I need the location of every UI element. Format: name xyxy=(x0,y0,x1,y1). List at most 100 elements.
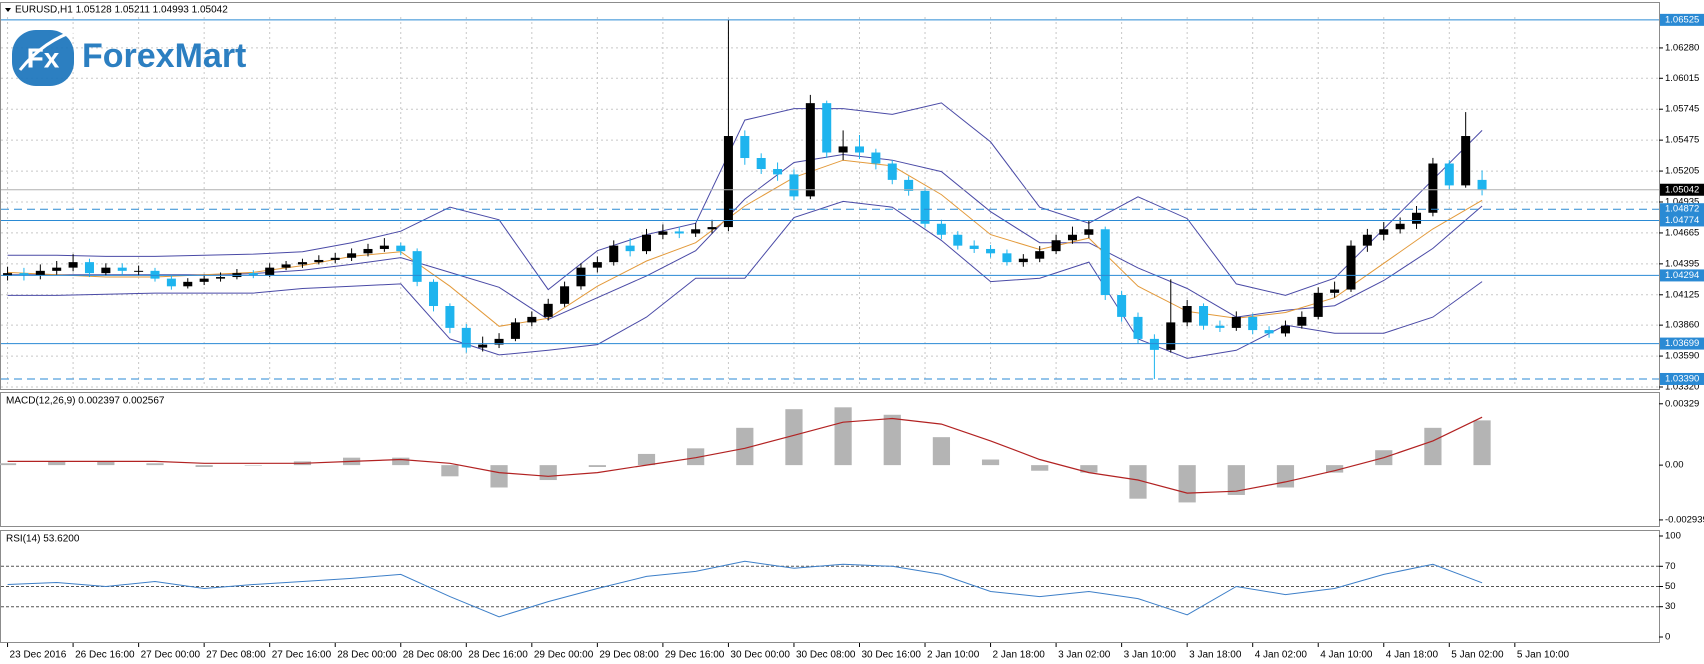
y-tick-label: 1.06280 xyxy=(1665,42,1699,53)
level-label: 1.03699 xyxy=(1665,338,1699,349)
candle-body xyxy=(1149,338,1159,350)
candle-body xyxy=(789,174,799,197)
histogram-bar xyxy=(244,465,262,466)
histogram-bar xyxy=(1424,427,1442,466)
macd-title: MACD(12,26,9) 0.002397 0.002567 xyxy=(6,396,165,407)
candle-body xyxy=(314,259,324,263)
candle-body xyxy=(1231,316,1241,328)
rsi-title: RSI(14) 53.6200 xyxy=(6,534,80,545)
candle-body xyxy=(1330,289,1340,293)
candle-body xyxy=(691,229,701,234)
y-tick-label: 1.05745 xyxy=(1665,104,1699,115)
candle-body xyxy=(412,251,422,282)
level-label-box xyxy=(1660,13,1704,26)
x-tick-label: 2 Jan 18:00 xyxy=(993,650,1046,661)
level-label-box xyxy=(1660,214,1704,227)
x-tick-label: 28 Dec 16:00 xyxy=(468,650,528,661)
y-tick-label: 1.04395 xyxy=(1665,258,1699,269)
candle-body xyxy=(904,179,914,191)
candle-body xyxy=(740,136,750,159)
y-tick-label: 1.04125 xyxy=(1665,289,1699,300)
candle-body xyxy=(1248,316,1258,331)
histogram-bar xyxy=(1227,465,1245,495)
candle-body xyxy=(150,270,160,279)
main-panel xyxy=(0,2,1660,390)
candle-body xyxy=(183,281,193,287)
candle-body xyxy=(1051,240,1061,252)
level-label: 1.04294 xyxy=(1665,270,1699,281)
overlay-line xyxy=(7,102,1483,296)
candle-body xyxy=(199,278,209,282)
y-tick-label: 1.03590 xyxy=(1665,351,1699,362)
candle-body xyxy=(216,277,226,279)
candle-body xyxy=(117,267,127,271)
y-tick-label: 0.00 xyxy=(1665,460,1684,471)
histogram-bar xyxy=(539,465,557,481)
last-price-label: 1.05042 xyxy=(1665,184,1699,195)
last-price-box xyxy=(1660,183,1704,196)
x-tick-label: 27 Dec 16:00 xyxy=(272,650,332,661)
candle-body xyxy=(1412,212,1422,224)
candle-body xyxy=(1362,234,1372,246)
x-tick-label: 30 Dec 08:00 xyxy=(796,650,856,661)
candle-body xyxy=(674,231,684,234)
candle-body xyxy=(461,327,471,348)
candle-body xyxy=(1084,229,1094,235)
x-tick-label: 4 Jan 02:00 xyxy=(1255,650,1308,661)
candle-body xyxy=(576,267,586,287)
x-tick-label: 4 Jan 18:00 xyxy=(1386,650,1439,661)
candle-body xyxy=(854,146,864,153)
x-tick-label: 29 Dec 08:00 xyxy=(599,650,659,661)
candle-body xyxy=(1395,223,1405,230)
candle-body xyxy=(543,303,553,317)
level-label: 1.03390 xyxy=(1665,373,1699,384)
y-tick-label: 1.05475 xyxy=(1665,135,1699,146)
candle-body xyxy=(1117,295,1127,317)
histogram-bar xyxy=(687,448,705,466)
histogram-bar xyxy=(195,465,213,467)
candle-body xyxy=(510,322,520,339)
candle-body xyxy=(297,262,307,265)
candle-body xyxy=(101,267,111,274)
candle-body xyxy=(756,158,766,170)
candle-body xyxy=(379,245,389,249)
candle-body xyxy=(1035,251,1045,259)
candle-body xyxy=(1133,316,1143,339)
overlay-line xyxy=(7,200,1483,359)
y-tick-label: 70 xyxy=(1665,561,1676,572)
candle-body xyxy=(887,163,897,180)
x-tick-label: 27 Dec 00:00 xyxy=(141,650,201,661)
candle-body xyxy=(822,103,832,153)
x-tick-label: 29 Dec 16:00 xyxy=(665,650,725,661)
y-tick-label: 1.04935 xyxy=(1665,197,1699,208)
candle-body xyxy=(330,257,340,260)
histogram-bar xyxy=(392,457,410,466)
histogram-bar xyxy=(932,437,951,466)
x-tick-label: 26 Dec 16:00 xyxy=(75,650,135,661)
histogram-bar xyxy=(441,465,459,477)
candle-body xyxy=(363,248,373,254)
candle-body xyxy=(1067,234,1077,241)
candle-body xyxy=(1166,322,1176,350)
candle-body xyxy=(1379,229,1389,235)
histogram-bar xyxy=(97,461,115,466)
candle-body xyxy=(707,227,717,230)
candle-body xyxy=(265,267,275,276)
histogram-bar xyxy=(981,459,1000,466)
candle-body xyxy=(478,344,488,348)
histogram-bar xyxy=(146,463,164,466)
candle-body xyxy=(1199,306,1209,326)
candle-body xyxy=(805,103,815,197)
rsi-line xyxy=(7,560,1483,618)
level-label-box xyxy=(1660,203,1704,216)
signal-line xyxy=(7,416,1483,494)
histogram-bar xyxy=(48,461,66,466)
histogram-bar xyxy=(1326,465,1344,473)
x-tick-label: 28 Dec 08:00 xyxy=(403,650,463,661)
histogram-bar xyxy=(1178,465,1196,503)
y-tick-label: 0.00329 xyxy=(1665,398,1699,409)
y-tick-label: 1.05205 xyxy=(1665,166,1699,177)
candle-body xyxy=(642,234,652,252)
candle-body xyxy=(969,245,979,249)
candle-body xyxy=(445,306,455,328)
